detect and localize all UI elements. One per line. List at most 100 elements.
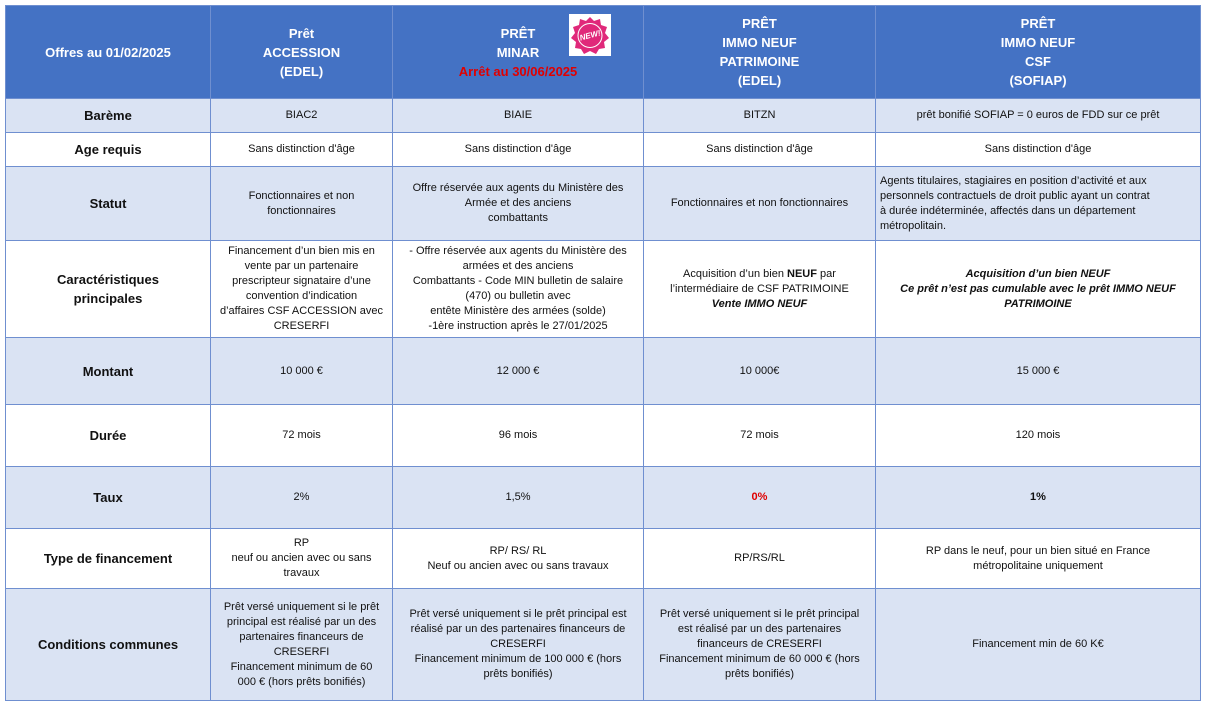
text-line: IMMO NEUF: [1000, 35, 1076, 50]
text-line: Acquisition d’un bien NEUF par: [648, 267, 871, 282]
table-cell: 1%: [875, 466, 1201, 529]
table-row: Barème BIAC2 BIAIE BITZN prêt bonifié SOFIAP…: [5, 98, 1201, 133]
text-line: ACCESSION: [262, 44, 341, 60]
text-line: entête Ministère des armées (solde): [430, 305, 606, 317]
table-cell: 10 000€: [643, 337, 876, 405]
text-line: Sans distinction d'âge: [706, 143, 813, 155]
text-line: BIAC2: [285, 109, 318, 121]
text-line: 96 mois: [498, 429, 538, 441]
text-line: CRESERFI: [273, 320, 330, 332]
text-line: Combattants - Code MIN bulletin de salai…: [412, 275, 624, 287]
table-cell: RP/RS/RL: [643, 528, 876, 589]
table-cell: Offre réservée aux agents du Ministère d…: [392, 166, 644, 241]
text-line: Vente IMMO NEUF: [711, 297, 808, 310]
text-line: 000 € (hors prêts bonifiés): [237, 675, 366, 688]
row-label: Caractéristiques principales: [5, 240, 211, 338]
table-cell: BIAC2: [210, 98, 393, 133]
text-line: d’affaires CSF ACCESSION avec: [219, 305, 384, 317]
text-line: MINAR: [496, 44, 540, 60]
table-cell: Fonctionnaires et non fonctionnaires: [210, 166, 393, 241]
table-row: Caractéristiques principales Financement d…: [5, 240, 1201, 338]
table-cell: 1,5%: [392, 466, 644, 529]
text-line: PRÊT: [500, 25, 536, 41]
table-row: Age requis Sans distinction d'âge Sans dis…: [5, 132, 1201, 167]
table-cell: RP neuf ou ancien avec ou sans travaux: [210, 528, 393, 589]
text-line: Conditions communes: [37, 637, 179, 652]
text-line: armées et des anciens: [462, 260, 574, 272]
text-line: Sans distinction d'âge: [248, 143, 355, 155]
row-label: Durée: [5, 404, 211, 467]
text-line: métropolitaine uniquement: [973, 559, 1103, 572]
table-cell: Prêt versé uniquement si le prêt princip…: [392, 588, 644, 701]
text-line: 2%: [293, 491, 310, 503]
text-line: RP: [293, 537, 310, 549]
text-line: Arrêt au 30/06/2025: [458, 63, 578, 79]
table-cell: 10 000 €: [210, 337, 393, 405]
row-label: Type de financement: [5, 528, 211, 589]
table-cell: Acquisition d’un bien NEUF par l’interméd…: [643, 240, 876, 338]
text-line: partenaires financeurs de: [239, 630, 364, 643]
text-line: CRESERFI: [490, 638, 546, 650]
text-line: PRÊT: [742, 16, 777, 31]
table-cell: 0%: [643, 466, 876, 529]
header-cell: Prêt ACCESSION (EDEL): [210, 5, 393, 99]
text-line: BIAIE: [503, 109, 533, 121]
row-label: Statut: [5, 166, 211, 241]
text-line: Prêt: [288, 25, 315, 41]
text-line: RP/ RS/ RL: [489, 544, 547, 557]
header-cell: PRÊT IMMO NEUF PATRIMOINE (EDEL): [643, 5, 876, 99]
text-line: Fonctionnaires et non fonctionnaires: [670, 197, 849, 209]
text-line: (EDEL): [279, 63, 324, 79]
text-line: (470) ou bulletin avec: [465, 290, 571, 302]
text-line: 1%: [1030, 491, 1046, 503]
text-line: Caractéristiques: [57, 272, 159, 287]
text-line: Type de financement: [43, 551, 173, 566]
text-line: Statut: [89, 196, 127, 211]
text-line: principal est réalisé par un des: [226, 615, 377, 628]
text-line: (SOFIAP): [1009, 73, 1067, 88]
text-line: 10 000 €: [280, 364, 323, 377]
text-line: l’intermédiaire de CSF PATRIMOINE: [670, 282, 849, 295]
offers-table: Offres au 01/02/2025 Prêt ACCESSION (EDEL) P…: [5, 5, 1201, 701]
table-cell: Fonctionnaires et non fonctionnaires: [643, 166, 876, 241]
text-line: Taux: [93, 490, 123, 505]
table-cell: Sans distinction d'âge: [643, 132, 876, 167]
text-line: 12 000 €: [496, 364, 540, 377]
text-line: personnels contractuels de droit public …: [880, 189, 1150, 202]
text-line: prescripteur signataire d’une: [232, 275, 371, 287]
row-label: Taux: [5, 466, 211, 529]
table-cell: Agents titulaires, stagiaires en positio…: [875, 166, 1201, 241]
table-cell: Sans distinction d'âge: [210, 132, 393, 167]
table-row: Montant 10 000 € 12 000 € 10 000€ 15 000 €: [5, 337, 1201, 405]
text-line: financeurs de CRESERFI: [697, 638, 822, 650]
text-line: Barème: [84, 108, 132, 123]
table-cell: 96 mois: [392, 404, 644, 467]
table-cell: prêt bonifié SOFIAP = 0 euros de FDD sur…: [875, 98, 1201, 133]
text-line: Durée: [89, 428, 127, 443]
text-line: Agents titulaires, stagiaires en positio…: [880, 174, 1147, 187]
text-segment: par: [816, 267, 836, 280]
table-cell: 2%: [210, 466, 393, 529]
table-cell: 12 000 €: [392, 337, 644, 405]
text-line: BITZN: [743, 109, 776, 121]
table-cell: 15 000 €: [875, 337, 1201, 405]
text-line: -1ère instruction après le 27/01/2025: [428, 320, 608, 332]
text-line: Financement minimum de 100 000 € (hors: [414, 653, 622, 665]
text-line: combattants: [488, 212, 548, 224]
table-cell: 72 mois: [210, 404, 393, 467]
text-line: prêts bonifiés): [724, 668, 795, 680]
text-line: IMMO NEUF: [722, 35, 797, 50]
text-line: Acquisition d’un bien NEUF: [965, 267, 1111, 280]
text-line: fonctionnaires: [267, 204, 336, 217]
text-line: Fonctionnaires et non: [248, 189, 355, 202]
text-line: PRÊT: [1020, 16, 1056, 31]
text-line: Montant: [82, 363, 134, 379]
text-line: Sans distinction d'âge: [984, 143, 1092, 155]
text-line: Financement minimum de 60: [230, 660, 373, 673]
text-line: PATRIMOINE: [1004, 297, 1072, 310]
table-row: Type de financement RP neuf ou ancien avec…: [5, 528, 1201, 589]
table-cell: Sans distinction d'âge: [875, 132, 1201, 167]
text-line: Financement d’un bien mis en: [228, 245, 375, 257]
text-line: 120 mois: [1015, 429, 1061, 441]
